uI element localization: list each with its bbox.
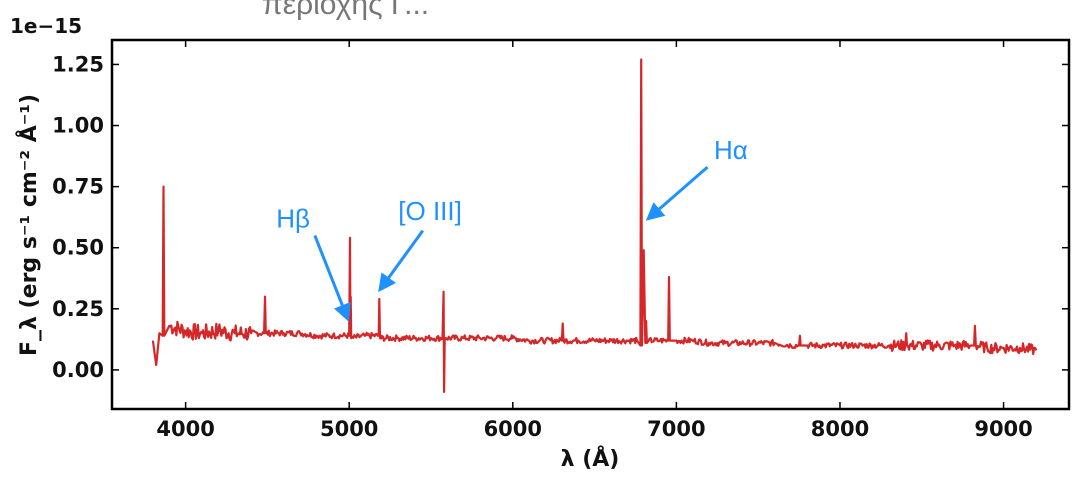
spectrum-line [151, 58, 1038, 393]
x-tick-label: 9000 [974, 417, 1032, 441]
y-tick-label: 1.25 [52, 52, 104, 76]
x-tick-label: 7000 [647, 417, 705, 441]
x-tick-label: 5000 [320, 417, 378, 441]
plot-frame [110, 38, 1071, 411]
annotation-arrow [313, 234, 351, 322]
y-tick-label: 0.75 [52, 175, 104, 199]
y-tick-label: 0.50 [52, 236, 104, 260]
x-tick-labels: 4000 5000 6000 7000 8000 9000 [156, 417, 1032, 441]
annotation-arrow [645, 165, 709, 221]
header-text: περιοχής Γ... [262, 0, 429, 21]
annotation-label: Hβ [276, 203, 310, 233]
y-tick-label: 0.00 [52, 358, 104, 382]
y-axis-label: F_λ (erg s⁻¹ cm⁻² Å⁻¹) [16, 94, 42, 356]
annotation-label: [O III] [398, 196, 462, 226]
x-tick-label: 8000 [811, 417, 869, 441]
y-tick-label: 1.00 [52, 114, 104, 138]
y-offset-label: 1e−15 [10, 14, 82, 38]
x-tick-label: 4000 [156, 417, 214, 441]
y-tick-labels: 0.00 0.25 0.50 0.75 1.00 1.25 [52, 52, 104, 381]
x-axis-label: λ (Å) [561, 446, 620, 472]
axis-ticks [112, 40, 1069, 409]
x-tick-label: 6000 [484, 417, 542, 441]
annotation-label: Hα [714, 135, 748, 165]
annotation-arrow [378, 229, 425, 293]
annotations: Hβ [O III] Hα [276, 135, 748, 322]
y-tick-label: 0.25 [52, 297, 104, 321]
